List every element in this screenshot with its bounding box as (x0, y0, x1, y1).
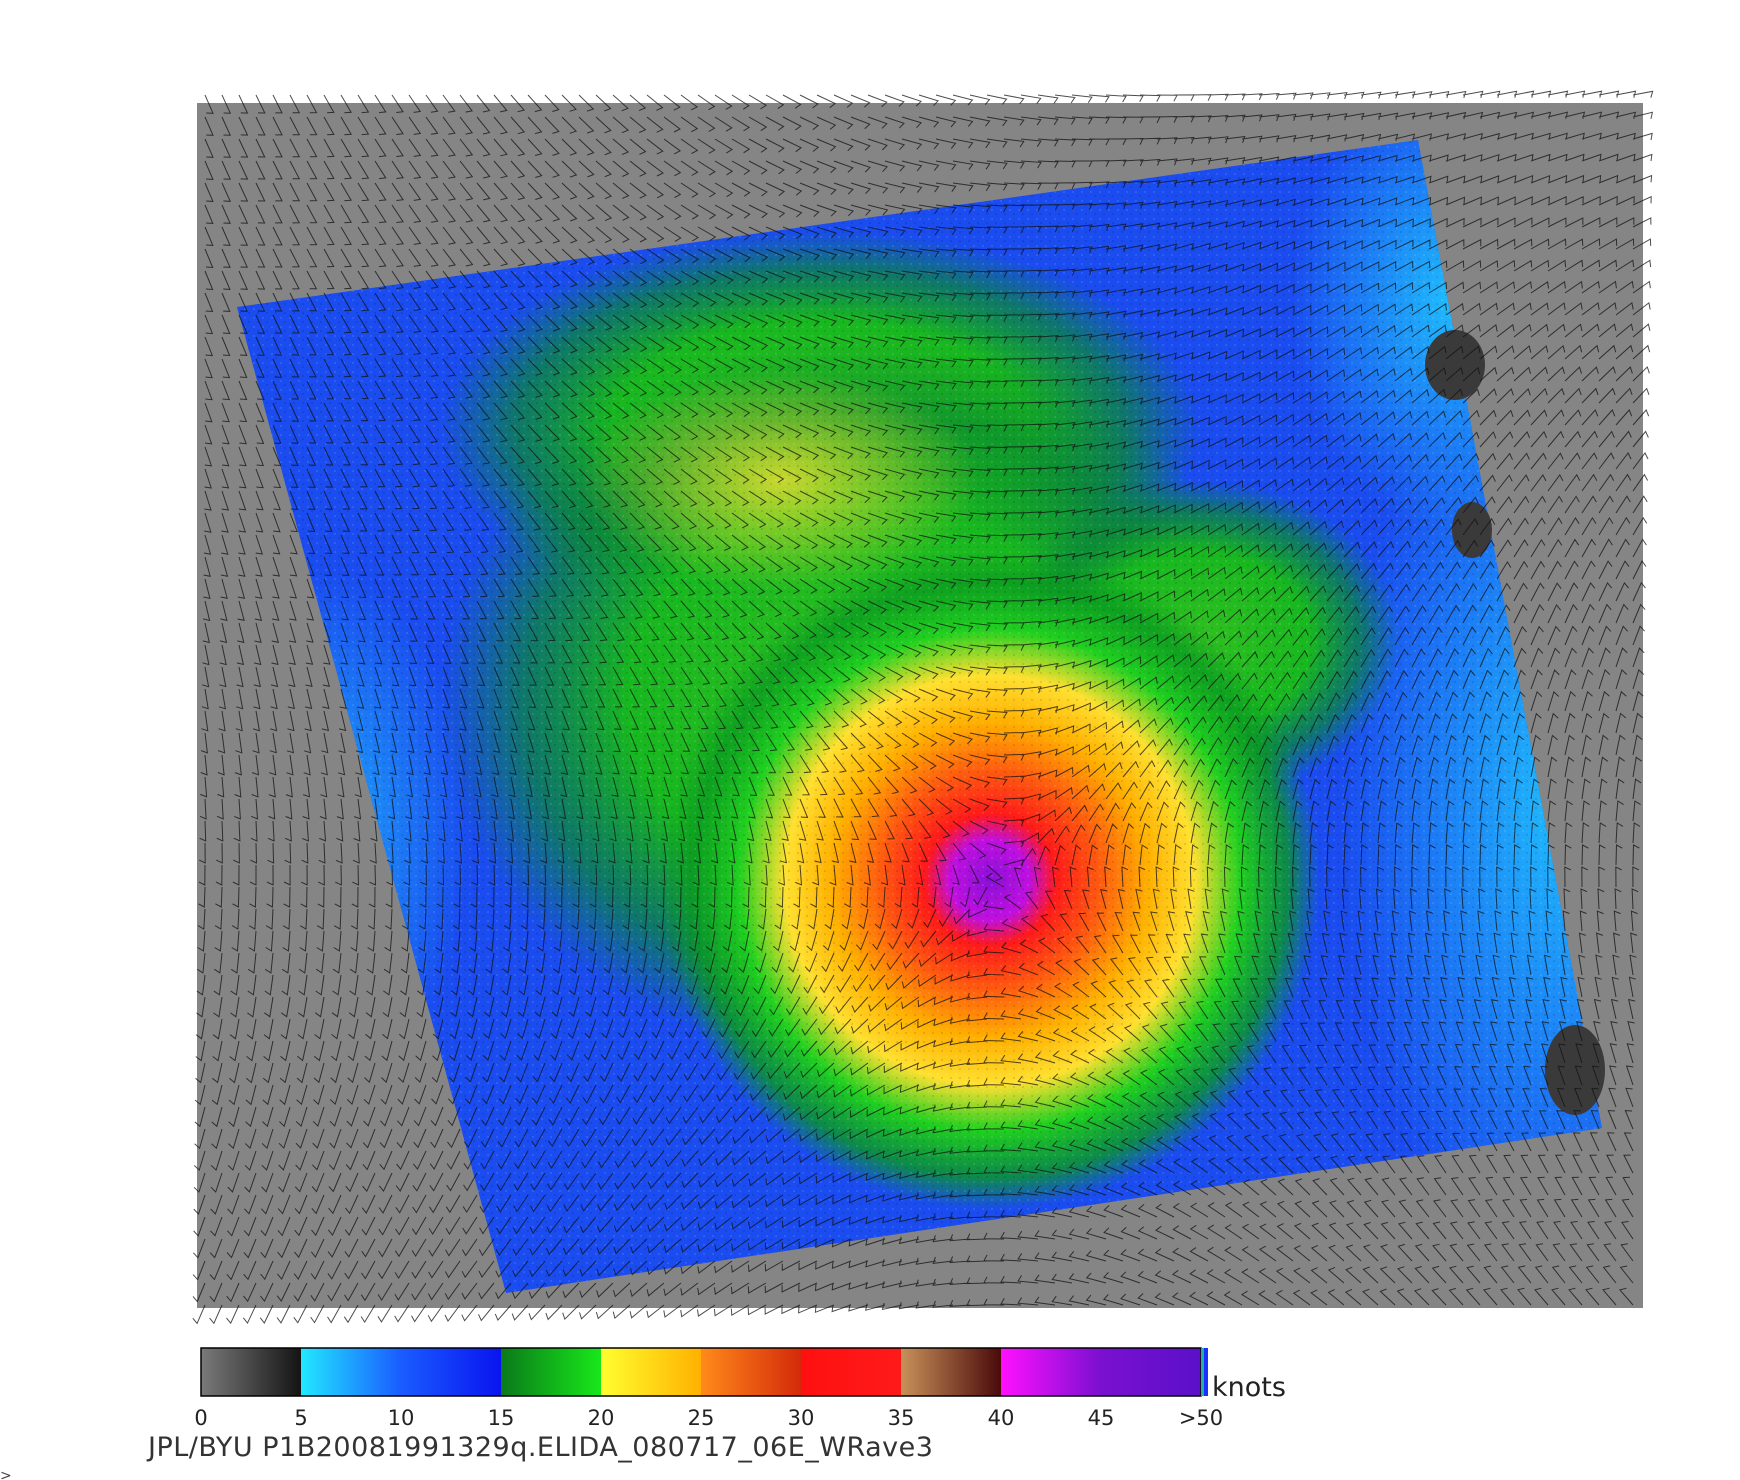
swath (237, 140, 1602, 1293)
figure-caption: JPL/BYU P1B20081991329q.ELIDA_080717_06E… (148, 1432, 934, 1463)
colorbar-tick-label: 35 (888, 1406, 915, 1430)
colorbar-tick-label: 5 (294, 1406, 307, 1430)
colorbar-units: knots (1212, 1372, 1286, 1403)
wind-barb-field (192, 90, 1654, 1325)
colorbar-tick-label: 30 (788, 1406, 815, 1430)
colorbar-tick-label: 40 (988, 1406, 1015, 1430)
colorbar-tick-label: 10 (388, 1406, 415, 1430)
colorbar-tick-label: 20 (588, 1406, 615, 1430)
colorbar-end-teal (1201, 1348, 1204, 1396)
colorbar-bin (901, 1348, 1001, 1396)
colorbar-tick-label: >50 (1179, 1406, 1223, 1430)
colorbar-bin (201, 1348, 301, 1396)
colorbar-tick-label: 15 (488, 1406, 515, 1430)
colorbar-bin (501, 1348, 601, 1396)
colorbar: 0 5 10 15 20 25 30 35 40 45 >50 knots (194, 1347, 1286, 1430)
colorbar-bin (701, 1348, 801, 1396)
colorbar-bin (1001, 1348, 1201, 1396)
colorbar-bin (301, 1348, 501, 1396)
colorbar-bin (801, 1348, 901, 1396)
colorbar-tick-label: 45 (1088, 1406, 1115, 1430)
colorbar-tick-label: 0 (194, 1406, 207, 1430)
colorbar-end-blue (1204, 1348, 1208, 1396)
colorbar-tick-label: 25 (688, 1406, 715, 1430)
colorbar-bin (601, 1348, 701, 1396)
wind-barbs (192, 90, 1654, 1325)
corner-marker: > (0, 1468, 12, 1480)
